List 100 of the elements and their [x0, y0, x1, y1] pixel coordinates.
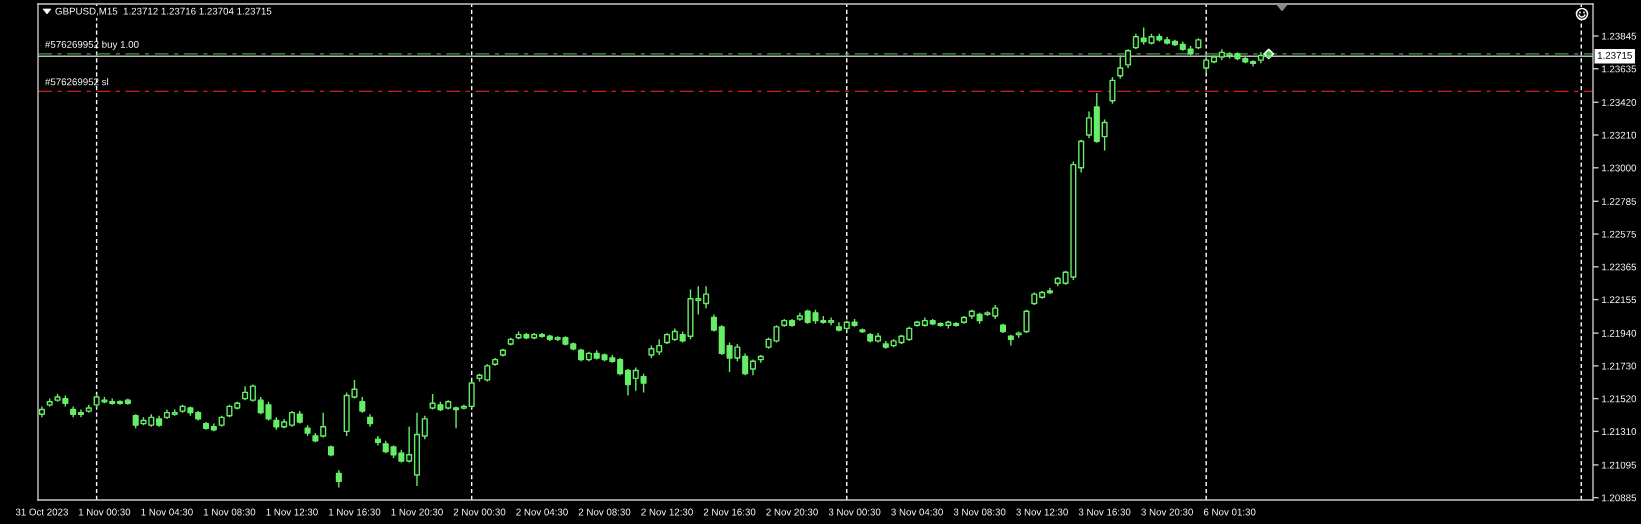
candlestick: [1117, 54, 1124, 80]
candlestick: [632, 366, 639, 392]
candlestick: [999, 323, 1007, 334]
candlestick: [835, 321, 842, 333]
x-tick-label: 2 Nov 12:30: [641, 508, 693, 516]
y-tick-label: 1.22155: [1602, 296, 1637, 304]
candlestick: [1101, 118, 1108, 152]
y-tick-label: 1.20885: [1602, 494, 1637, 502]
candlestick: [718, 324, 725, 356]
candlestick: [288, 410, 295, 428]
x-tick-label: 1 Nov 12:30: [266, 508, 318, 516]
candlestick: [671, 327, 678, 342]
x-tick-label: 2 Nov 16:30: [703, 508, 756, 516]
candlestick: [921, 316, 928, 328]
candlestick: [749, 358, 757, 376]
candlestick: [874, 332, 882, 344]
candlestick: [234, 401, 241, 411]
x-tick-label: 2 Nov 00:30: [453, 508, 506, 516]
candlestick: [421, 415, 428, 440]
candlestick: [453, 405, 460, 429]
candlestick: [867, 332, 874, 344]
candlestick: [171, 408, 178, 417]
candlestick: [117, 399, 124, 406]
y-tick-label: 1.22575: [1602, 230, 1637, 238]
y-tick-label: 1.21730: [1602, 362, 1637, 370]
y-tick-label: 1.23845: [1602, 32, 1637, 40]
candlestick: [335, 469, 342, 489]
candlestick: [374, 435, 381, 447]
candlestick: [327, 444, 335, 458]
x-tick-label: 2 Nov 20:30: [766, 508, 818, 516]
candlestick: [382, 440, 389, 454]
candlestick: [1039, 290, 1046, 300]
candlestick: [320, 411, 327, 439]
y-tick-label: 1.21940: [1602, 329, 1637, 337]
candlestick: [70, 405, 77, 419]
candlestick: [1218, 48, 1225, 61]
candlestick: [781, 318, 788, 328]
candlestick: [570, 341, 577, 351]
x-tick-label: 1 Nov 00:30: [78, 508, 131, 516]
candlestick: [538, 332, 546, 339]
candlestick: [468, 380, 475, 409]
y-tick-label: 1.23420: [1602, 99, 1637, 106]
candlestick: [210, 422, 217, 433]
candlestick: [1210, 54, 1218, 64]
candlestick: [663, 332, 671, 345]
candlestick: [1046, 287, 1053, 295]
y-tick-label: 1.21095: [1602, 461, 1637, 469]
candlestick: [617, 357, 624, 376]
candlestick: [312, 432, 319, 443]
candlestick: [218, 415, 225, 428]
candlestick: [1023, 309, 1030, 334]
candlestick: [585, 351, 592, 362]
candlestick: [1257, 51, 1264, 64]
y-tick-label: 1.23635: [1602, 65, 1637, 73]
x-tick-label: 31 Oct 2023: [15, 508, 68, 516]
x-tick-label: 3 Nov 00:30: [828, 508, 881, 516]
candlestick: [202, 421, 210, 431]
candlestick: [195, 410, 202, 422]
candlestick: [304, 424, 311, 437]
candlestick: [1132, 32, 1139, 50]
x-tick-label: 3 Nov 16:30: [1078, 508, 1131, 516]
candlestick: [929, 318, 936, 327]
candlestick: [796, 312, 803, 322]
candlestick: [77, 408, 85, 419]
candlestick: [1179, 40, 1186, 52]
candlestick: [85, 404, 92, 414]
x-tick-label: 2 Nov 08:30: [578, 508, 631, 516]
ref-line-label: 1.23715: [1597, 51, 1632, 59]
candlestick: [882, 340, 889, 350]
candlestick: [249, 383, 256, 403]
candlestick: [859, 327, 866, 334]
candlestick: [499, 348, 506, 358]
candlestick: [1164, 36, 1171, 46]
candlestick: [968, 309, 975, 320]
candlestick: [960, 315, 968, 325]
ref-line-label: #576269952 buy 1.00: [44, 40, 139, 50]
candlestick: [992, 304, 999, 320]
candlestick: [757, 354, 764, 364]
candlestick: [1171, 39, 1178, 47]
candlestick: [843, 319, 850, 331]
candlestick: [226, 404, 233, 419]
candlestick: [507, 337, 514, 347]
candlestick: [163, 408, 170, 420]
y-tick-label: 1.21520: [1602, 395, 1637, 403]
candlestick: [742, 352, 749, 376]
candlestick: [124, 397, 131, 406]
candlestick: [578, 348, 585, 362]
x-tick-label: 6 Nov 01:30: [1203, 508, 1256, 516]
candlestick: [624, 368, 632, 397]
candlestick: [1007, 333, 1014, 347]
candlestick: [1125, 48, 1132, 69]
candlestick: [648, 344, 655, 359]
candlestick: [367, 413, 374, 428]
ref-line-label: #576269952 sl: [44, 78, 109, 86]
y-tick-label: 1.23000: [1602, 164, 1637, 172]
x-tick-label: 3 Nov 04:30: [891, 508, 943, 516]
candlestick: [1242, 56, 1249, 64]
candlestick: [38, 405, 45, 419]
candlestick: [1109, 76, 1116, 105]
candlestick: [1031, 291, 1038, 306]
